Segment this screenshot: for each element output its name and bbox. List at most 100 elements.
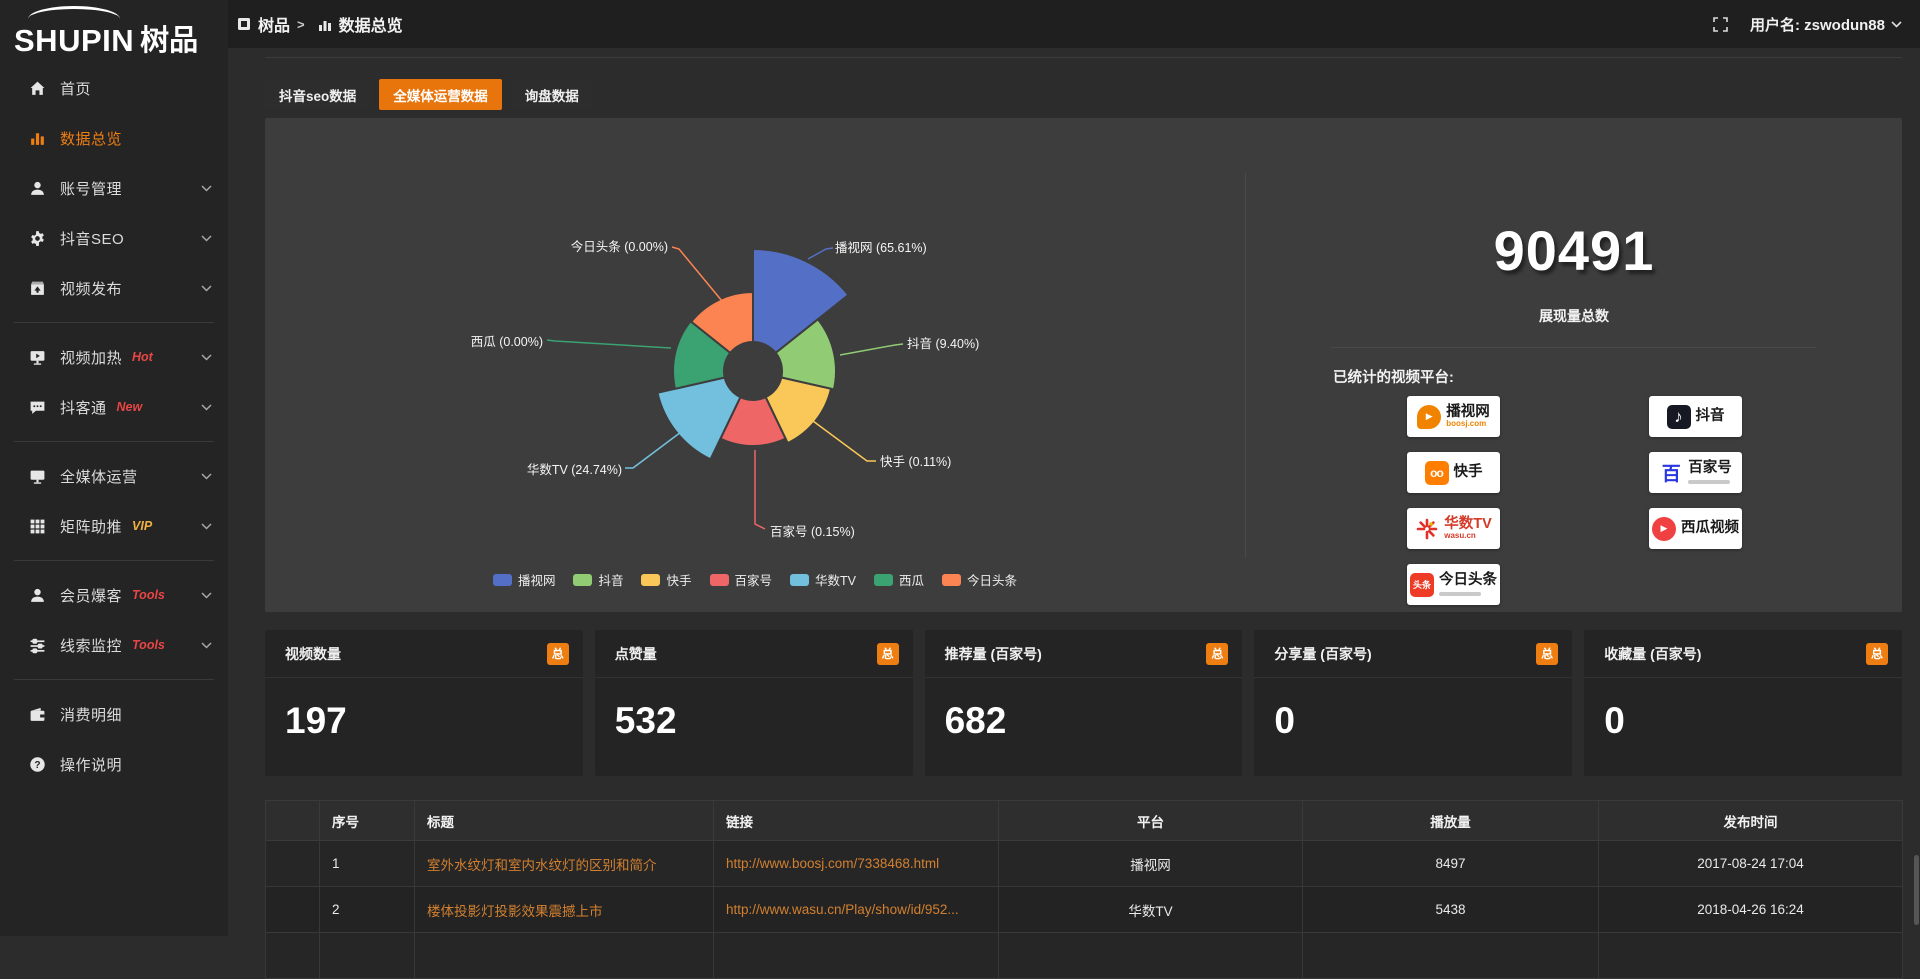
- legend-swatch: [790, 573, 810, 586]
- chevron-down-icon: [201, 348, 212, 366]
- legend-label: 快手: [666, 574, 692, 588]
- stat-card-4: 收藏量 (百家号) 总 0: [1584, 630, 1902, 776]
- top-bar: 树品 > 数据总览 用户名: zswodun88: [0, 0, 1920, 48]
- video-url-link[interactable]: http://www.boosj.com/7338468.html: [726, 856, 940, 871]
- breadcrumb-root[interactable]: 树品: [258, 18, 291, 35]
- sidebar-item-badge: Tools: [132, 638, 165, 652]
- logo-arc: [28, 6, 120, 32]
- sidebar-item-label: 抖客通: [60, 399, 107, 417]
- total-badge: 总: [1865, 642, 1888, 665]
- tab-all-media-data[interactable]: 全媒体运营数据: [379, 79, 502, 110]
- sidebar-item-all-media-ops[interactable]: 全媒体运营: [0, 451, 228, 501]
- legend-item-西瓜[interactable]: 西瓜: [874, 570, 924, 589]
- chevron-down-icon: [201, 517, 212, 535]
- stat-card-header: 视频数量 总: [265, 630, 583, 678]
- logo[interactable]: SHUPIN 树品: [0, 0, 228, 64]
- table-row: 2 楼体投影灯投影效果震撼上市 http://www.wasu.cn/Play/sh…: [265, 886, 1903, 933]
- sidebar-item-data-overview[interactable]: 数据总览: [0, 113, 228, 163]
- legend-swatch: [709, 573, 729, 586]
- sidebar-item-label: 操作说明: [60, 756, 123, 774]
- platform-badge-label: 快手: [1453, 463, 1483, 480]
- stat-card-title: 收藏量 (百家号): [1604, 645, 1702, 662]
- pie-slice-抖音[interactable]: [774, 317, 837, 391]
- video-title-link[interactable]: 室外水纹灯和室内水纹灯的区别和简介: [427, 857, 657, 873]
- stat-card-header: 点赞量 总: [594, 630, 913, 678]
- boosj-icon: ▶: [1417, 404, 1442, 429]
- sidebar-item-home[interactable]: 首页: [0, 63, 228, 113]
- fullscreen-icon[interactable]: [1713, 16, 1728, 32]
- table-row-partial: [265, 932, 1903, 979]
- sidebar-item-douketong[interactable]: 抖客通 New: [0, 382, 228, 432]
- legend-label: 今日头条: [967, 574, 1018, 588]
- total-badge: 总: [876, 642, 899, 665]
- legend-swatch: [573, 573, 593, 586]
- sidebar-item-member-baoke[interactable]: 会员爆客 Tools: [0, 570, 228, 620]
- platform-badge-label: 播视网: [1446, 403, 1490, 420]
- horizontal-divider: [1331, 347, 1816, 348]
- cell-platform: 播视网: [998, 840, 1303, 887]
- user-menu[interactable]: 用户名: zswodun88: [1750, 14, 1902, 35]
- pie-slice-播视网[interactable]: [752, 247, 850, 355]
- platform-badge-sub: wasu.cn: [1444, 531, 1476, 541]
- sidebar-item-matrix-boost[interactable]: 矩阵助推 VIP: [0, 501, 228, 551]
- user2-icon: [28, 586, 46, 604]
- legend-item-今日头条[interactable]: 今日头条: [942, 570, 1017, 589]
- tab-douyin-seo-data[interactable]: 抖音seo数据: [265, 79, 371, 110]
- pie-label-播视网: 播视网 (65.61%): [835, 240, 927, 255]
- video-url-link[interactable]: http://www.wasu.cn/Play/show/id/952...: [726, 902, 959, 917]
- sidebar-item-lead-monitor[interactable]: 线索监控 Tools: [0, 620, 228, 670]
- tab-inquiry-data[interactable]: 询盘数据: [510, 79, 593, 110]
- sidebar-item-instructions[interactable]: ? 操作说明: [0, 739, 228, 789]
- stat-card-title: 推荐量 (百家号): [944, 645, 1042, 662]
- pie-slice-快手[interactable]: [764, 376, 833, 445]
- legend-item-华数TV[interactable]: 华数TV: [790, 570, 856, 589]
- sidebar-item-account-manage[interactable]: 账号管理: [0, 163, 228, 213]
- sidebar-item-label: 账号管理: [60, 180, 123, 198]
- sidebar-item-consume-detail[interactable]: 消费明细: [0, 689, 228, 739]
- total-badge: 总: [546, 642, 569, 665]
- stat-cards-row: 视频数量总 197 点赞量总 532 推荐量 (百家号) 总 682 分享量 (百家号) 总 0 收…: [265, 630, 1902, 776]
- pie-label-抖音: 抖音 (9.40%): [907, 336, 979, 351]
- sidebar-item-label: 矩阵助推: [60, 518, 123, 536]
- legend-item-百家号[interactable]: 百家号: [709, 570, 772, 589]
- app-icon: [237, 17, 251, 31]
- platform-badge-toutiao: 头条 今日头条: [1407, 564, 1500, 605]
- platforms-label: 已统计的视频平台:: [1333, 370, 1454, 386]
- legend-item-快手[interactable]: 快手: [641, 570, 692, 589]
- sidebar-item-badge: New: [116, 400, 143, 414]
- sidebar-menu: 首页 数据总览 账号管理 抖音SEO 视频发布 视频加热 Hot 抖客通 New 全媒体运营 矩阵助…: [0, 63, 228, 789]
- platform-badge-wasu: 华数TV wasu.cn: [1407, 508, 1500, 549]
- sidebar-item-video-publish[interactable]: 视频发布: [0, 263, 228, 313]
- legend-item-播视网[interactable]: 播视网: [492, 570, 555, 589]
- stat-card-title: 点赞量: [614, 645, 657, 662]
- col-header-5: 发布时间: [1598, 800, 1903, 841]
- pie-label-百家号: 百家号 (0.15%): [770, 524, 855, 539]
- chart-icon: [28, 129, 46, 147]
- platform-badge-label: 百家号: [1688, 460, 1732, 477]
- breadcrumb: 树品 > 数据总览: [237, 0, 403, 48]
- video-title-link[interactable]: 楼体投影灯投影效果震撼上市: [427, 903, 603, 919]
- platform-badge-sub: boosj.com: [1446, 419, 1487, 429]
- topbar-divider: [265, 57, 1902, 58]
- page-scrollbar-thumb[interactable]: [1914, 855, 1919, 925]
- total-badge: 总: [1536, 642, 1559, 665]
- stat-card-value: 197: [285, 700, 347, 741]
- sidebar-item-douyin-seo[interactable]: 抖音SEO: [0, 213, 228, 263]
- chevron-down-icon: [1891, 20, 1902, 28]
- sidebar-item-video-heat[interactable]: 视频加热 Hot: [0, 332, 228, 382]
- breadcrumb-current[interactable]: 数据总览: [338, 18, 403, 35]
- user-icon: [28, 179, 46, 197]
- col-header-0: 序号: [319, 800, 415, 841]
- bar-chart-icon: [318, 18, 332, 31]
- cell-time: 2017-08-24 17:04: [1598, 840, 1903, 887]
- stat-card-0: 视频数量 总 197: [265, 630, 583, 776]
- pie-label-西瓜: 西瓜 (0.00%): [471, 335, 543, 349]
- legend-item-抖音[interactable]: 抖音: [573, 570, 623, 589]
- home-icon: [28, 79, 46, 97]
- stat-card-header: 收藏量 (百家号) 总: [1584, 630, 1902, 678]
- pie-slice-今日头条[interactable]: [689, 290, 754, 355]
- legend-label: 抖音: [598, 574, 624, 588]
- pie-slice-华数TV[interactable]: [656, 376, 742, 461]
- chevron-down-icon: [201, 179, 212, 197]
- platform-badge-label: 抖音: [1695, 407, 1725, 424]
